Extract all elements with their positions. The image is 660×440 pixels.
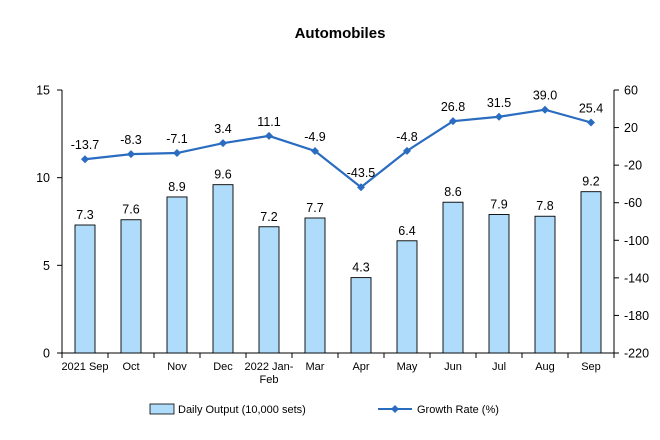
bar <box>258 226 280 354</box>
bar <box>580 191 602 354</box>
bar <box>120 219 142 354</box>
bar <box>304 217 326 354</box>
legend: Daily Output (10,000 sets) Growth Rate (… <box>149 403 499 416</box>
y-right-tick-label: -100 <box>624 234 649 248</box>
bar <box>534 215 556 354</box>
legend-bar-label: Daily Output (10,000 sets) <box>178 404 306 416</box>
plot-area: 0 5 10 15 -220 -180 -140 -100 -60 -20 20 60 2021 Sep… <box>36 84 649 387</box>
bar <box>212 184 234 354</box>
bar-value-label: 7.2 <box>260 210 277 224</box>
x-tick-label: Sep <box>581 361 601 373</box>
bar-value-label: 8.9 <box>168 180 185 194</box>
growth-value-label: -8.3 <box>120 133 142 147</box>
growth-value-label: 11.1 <box>257 115 280 129</box>
growth-marker <box>541 105 549 114</box>
growth-marker <box>81 155 89 164</box>
legend-bar-swatch <box>149 403 175 415</box>
growth-marker <box>173 149 181 158</box>
growth-value-label: -7.1 <box>166 132 188 146</box>
bar-value-label: 7.7 <box>306 201 323 215</box>
bar <box>442 201 464 354</box>
y-left-tick-label: 15 <box>36 84 50 98</box>
bar-value-label: 8.6 <box>444 185 461 199</box>
growth-value-label: 26.8 <box>441 100 465 114</box>
y-right-tick-label: -140 <box>624 271 649 285</box>
y-left-tick-label: 5 <box>43 259 50 273</box>
legend-line-label: Growth Rate (%) <box>417 404 499 416</box>
bar-value-label: 9.2 <box>582 175 599 189</box>
growth-marker <box>127 150 135 159</box>
bar <box>488 214 510 354</box>
bar <box>166 196 188 354</box>
growth-value-label: -4.9 <box>304 130 326 144</box>
x-tick-label: 2021 Sep <box>61 361 108 373</box>
x-tick-label: Dec <box>213 361 233 373</box>
chart-title: Automobiles <box>295 25 386 42</box>
x-tick-label: Feb <box>260 374 279 386</box>
x-tick-label: Jun <box>444 361 462 373</box>
growth-value-label: -13.7 <box>71 138 100 152</box>
x-tick-label: Jul <box>492 361 506 373</box>
growth-marker <box>265 131 273 140</box>
growth-marker <box>449 117 457 126</box>
bar-value-label: 6.4 <box>398 224 415 238</box>
x-tick-label: 2022 Jan- <box>245 361 294 373</box>
growth-value-label: 25.4 <box>579 101 603 115</box>
y-right-tick-label: -180 <box>624 309 649 323</box>
bar <box>74 224 96 354</box>
growth-value-label: 3.4 <box>214 122 231 136</box>
growth-value-label: 39.0 <box>533 89 557 103</box>
y-left-tick-label: 10 <box>36 171 50 185</box>
y-right-tick-label: 60 <box>624 84 638 98</box>
y-right-tick-label: -60 <box>624 196 642 210</box>
bar-value-label: 7.6 <box>122 203 139 217</box>
x-tick-label: Mar <box>306 361 325 373</box>
bar-value-label: 9.6 <box>214 168 231 182</box>
growth-marker <box>495 112 503 121</box>
bar <box>396 240 418 354</box>
growth-value-label: -4.8 <box>396 130 418 144</box>
y-right-tick-label: -20 <box>624 159 642 173</box>
bar-value-label: 7.8 <box>536 199 553 213</box>
bar-value-label: 7.3 <box>76 208 93 222</box>
y-left-tick-label: 0 <box>43 347 50 361</box>
growth-marker <box>311 146 319 155</box>
x-tick-label: Aug <box>535 361 555 373</box>
x-tick-label: Nov <box>167 361 187 373</box>
legend-line-marker <box>391 405 399 413</box>
growth-marker <box>357 183 365 192</box>
bar-value-label: 7.9 <box>490 197 507 211</box>
growth-line <box>84 108 592 189</box>
bar-value-label: 4.3 <box>352 261 369 275</box>
y-right-tick-label: -220 <box>624 347 649 361</box>
x-tick-label: Oct <box>122 361 139 373</box>
growth-value-label: 31.5 <box>487 96 511 110</box>
bar <box>350 277 372 354</box>
growth-marker <box>219 139 227 148</box>
x-tick-label: May <box>397 361 418 373</box>
growth-marker <box>587 118 595 127</box>
x-tick-label: Apr <box>352 361 369 373</box>
y-right-tick-label: 20 <box>624 121 638 135</box>
growth-value-label: -43.5 <box>347 166 376 180</box>
growth-marker <box>403 146 411 155</box>
